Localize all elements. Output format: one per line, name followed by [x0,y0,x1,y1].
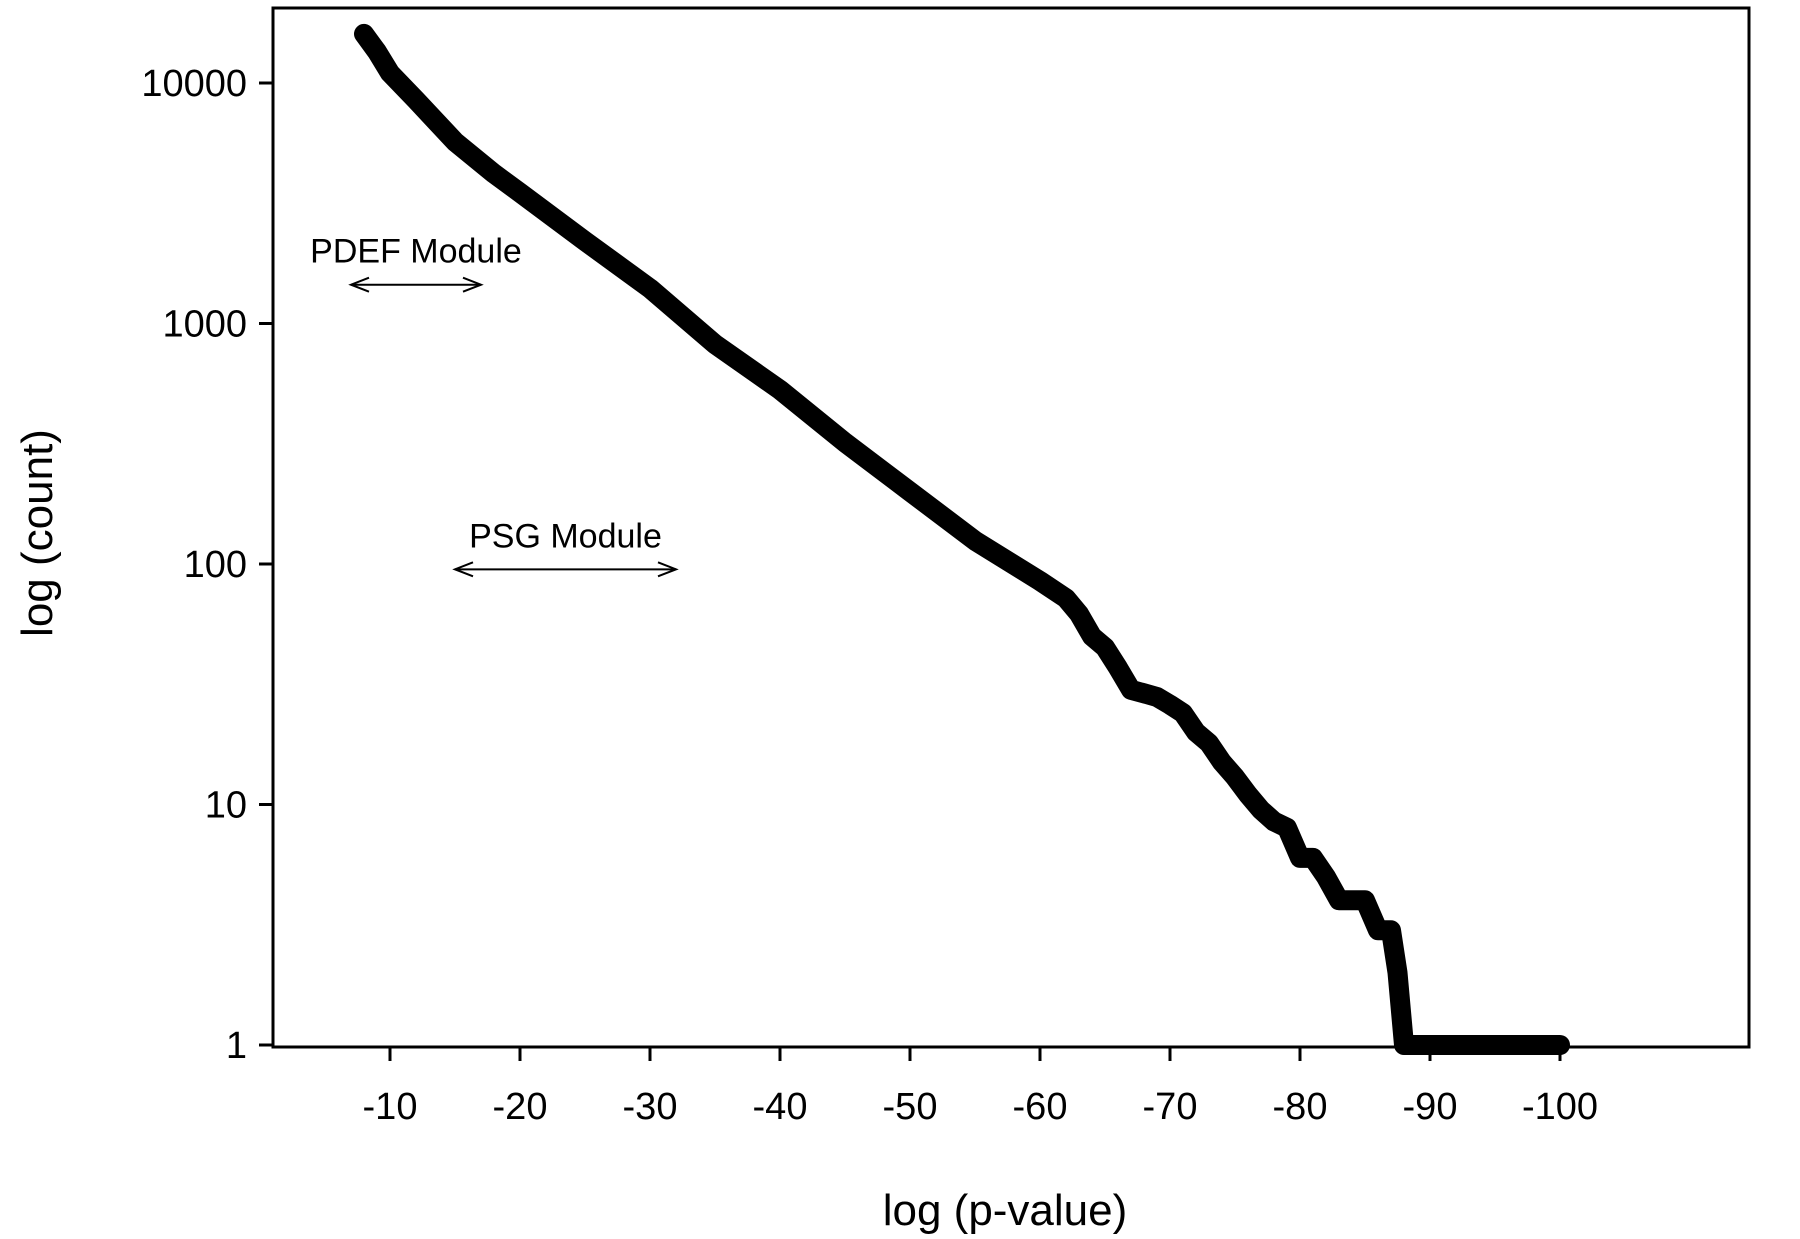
annotation-1: PDEF Module [310,233,522,293]
x-axis-title: log (p-value) [883,1186,1128,1235]
x-tick-label: -70 [1143,1086,1198,1128]
x-axis-ticks: -10 -20 -30 -40 -50 -60 -70 -80 -90 -100 [363,1047,1598,1128]
series-layer [354,23,1570,1055]
y-tick-label: 100 [184,544,247,586]
annotation-arrowhead-right [462,276,484,293]
y-axis-ticks: 1 10 100 1000 10000 [141,63,273,1067]
annotation-2: PSG Module [452,517,679,578]
series-line [354,23,1570,1055]
plot-frame [271,6,1751,1049]
y-tick-label: 1 [226,1025,247,1067]
annotation-arrowhead-left [452,561,474,578]
annotation-label: PDEF Module [310,233,522,271]
annotation-arrowhead-right [657,561,679,578]
x-tick-label: -30 [623,1086,678,1128]
y-tick-label: 1000 [162,304,247,346]
x-tick-label: -100 [1522,1086,1598,1128]
y-axis-title: log (count) [13,429,62,637]
annotation-layer: PDEF Module PSG Module [310,233,679,578]
y-tick-label: 10 [205,785,247,827]
x-tick-label: -40 [753,1086,808,1128]
x-tick-label: -10 [363,1086,418,1128]
annotation-label: PSG Module [469,517,662,555]
x-tick-label: -60 [1013,1086,1068,1128]
x-tick-label: -90 [1403,1086,1458,1128]
annotation-arrowhead-left [348,276,370,293]
x-tick-label: -20 [493,1086,548,1128]
y-tick-label: 10000 [141,63,247,105]
x-tick-label: -80 [1273,1086,1328,1128]
x-tick-label: -50 [883,1086,938,1128]
